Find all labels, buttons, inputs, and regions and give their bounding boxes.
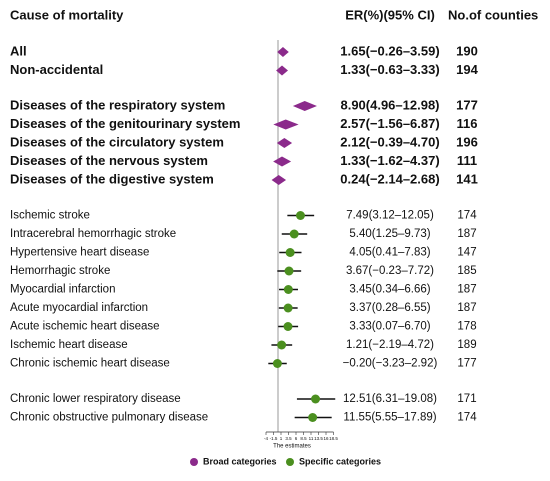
county-count: 141 — [456, 171, 478, 186]
row-label: Chronic lower respiratory disease — [10, 393, 181, 405]
estimate-point — [295, 211, 305, 220]
x-tick-label: 6 — [295, 436, 298, 441]
x-tick-label: -4 — [264, 436, 268, 441]
estimate-diamond — [292, 101, 317, 111]
county-count: 174 — [457, 210, 477, 222]
row-label: Intracerebral hemorrhagic stroke — [10, 228, 176, 240]
estimate-label: 1.65(−0.26–3.59) — [340, 43, 439, 58]
county-count: 187 — [457, 284, 476, 296]
estimate-label: 3.67(−0.23–7.72) — [346, 265, 434, 277]
county-count: 190 — [456, 43, 478, 58]
row-label: Hemorrhagic stroke — [10, 265, 110, 277]
county-count: 111 — [457, 153, 477, 168]
estimate-label: 5.40(1.25–9.73) — [349, 228, 430, 240]
estimate-point — [277, 340, 287, 350]
estimate-label: 3.37(0.28–6.55) — [349, 302, 430, 314]
row-label: Chronic ischemic heart disease — [10, 358, 170, 370]
estimate-diamond — [277, 47, 289, 57]
estimate-label: 1.33(−0.63–3.33) — [340, 62, 439, 77]
column-header: Cause of mortality — [10, 7, 124, 22]
row-label: Ischemic stroke — [10, 210, 90, 222]
estimate-label: 0.24(−2.14–2.68) — [340, 171, 439, 186]
row-label: Chronic obstructive pulmonary disease — [10, 412, 208, 424]
x-tick-label: 18.5 — [329, 436, 338, 441]
x-tick-label: -1.5 — [270, 436, 278, 441]
x-tick-label: 3.5 — [285, 436, 292, 441]
estimate-diamond — [273, 156, 292, 167]
x-axis-label: The estimates — [273, 444, 311, 450]
county-count: 174 — [457, 412, 477, 424]
county-count: 171 — [457, 393, 476, 405]
estimate-point — [285, 248, 295, 257]
estimate-label: −0.20(−3.23–2.92) — [343, 358, 438, 370]
estimate-label: 1.21(−2.19–4.72) — [346, 339, 434, 351]
x-tick-label: 13.5 — [314, 436, 323, 441]
estimate-point — [289, 229, 299, 239]
county-count: 177 — [456, 97, 478, 112]
row-label: Diseases of the genitourinary system — [10, 116, 240, 131]
estimate-diamond — [273, 119, 299, 130]
x-tick-label: 16 — [323, 436, 329, 441]
column-header: ER(%)(95% CI) — [345, 7, 435, 22]
row-label: Acute ischemic heart disease — [10, 321, 160, 333]
row-label: Ischemic heart disease — [10, 339, 128, 351]
county-count: 177 — [457, 358, 476, 370]
estimate-label: 11.55(5.55–17.89) — [343, 412, 436, 424]
estimate-label: 2.12(−0.39–4.70) — [340, 134, 439, 149]
county-count: 194 — [456, 62, 478, 77]
estimate-diamond — [276, 65, 288, 76]
estimate-label: 2.57(−1.56–6.87) — [340, 116, 439, 131]
estimate-point — [272, 359, 282, 368]
estimate-point — [283, 322, 293, 331]
estimate-point — [311, 394, 321, 404]
x-tick-label: 8.5 — [300, 436, 307, 441]
county-count: 147 — [457, 247, 476, 259]
county-count: 196 — [456, 134, 478, 149]
legend-label: Specific categories — [299, 456, 381, 466]
estimate-point — [308, 413, 318, 422]
estimate-point — [283, 285, 293, 294]
row-label: Diseases of the circulatory system — [10, 134, 224, 149]
estimate-label: 8.90(4.96–12.98) — [340, 97, 439, 112]
legend-label: Broad categories — [203, 456, 277, 466]
estimate-diamond — [276, 138, 293, 148]
estimate-label: 3.45(0.34–6.66) — [349, 284, 430, 296]
legend-marker — [190, 458, 198, 466]
county-count: 178 — [457, 321, 476, 333]
estimate-point — [284, 266, 294, 276]
row-label: Diseases of the nervous system — [10, 153, 208, 168]
county-count: 185 — [457, 265, 476, 277]
row-label: Acute myocardial infarction — [10, 302, 148, 314]
estimate-label: 3.33(0.07–6.70) — [349, 321, 430, 333]
county-count: 187 — [457, 228, 476, 240]
county-count: 189 — [457, 339, 476, 351]
row-label: Diseases of the respiratory system — [10, 97, 225, 112]
estimate-label: 1.33(−1.62–4.37) — [340, 153, 439, 168]
x-tick-label: 11 — [309, 436, 314, 441]
county-count: 116 — [457, 116, 478, 131]
row-label: Myocardial infarction — [10, 284, 115, 296]
row-label: All — [10, 43, 27, 58]
row-label: Hypertensive heart disease — [10, 247, 149, 259]
legend-marker — [286, 458, 294, 466]
county-count: 187 — [457, 302, 476, 314]
row-label: Diseases of the digestive system — [10, 171, 214, 186]
row-label: Non-accidental — [10, 62, 103, 77]
estimate-label: 4.05(0.41–7.83) — [349, 247, 430, 259]
estimate-label: 12.51(6.31–19.08) — [343, 393, 437, 405]
estimate-diamond — [271, 175, 287, 185]
column-header: No.of counties — [448, 7, 538, 22]
estimate-label: 7.49(3.12–12.05) — [346, 210, 434, 222]
estimate-point — [283, 303, 293, 313]
x-tick-label: 1 — [280, 436, 283, 441]
